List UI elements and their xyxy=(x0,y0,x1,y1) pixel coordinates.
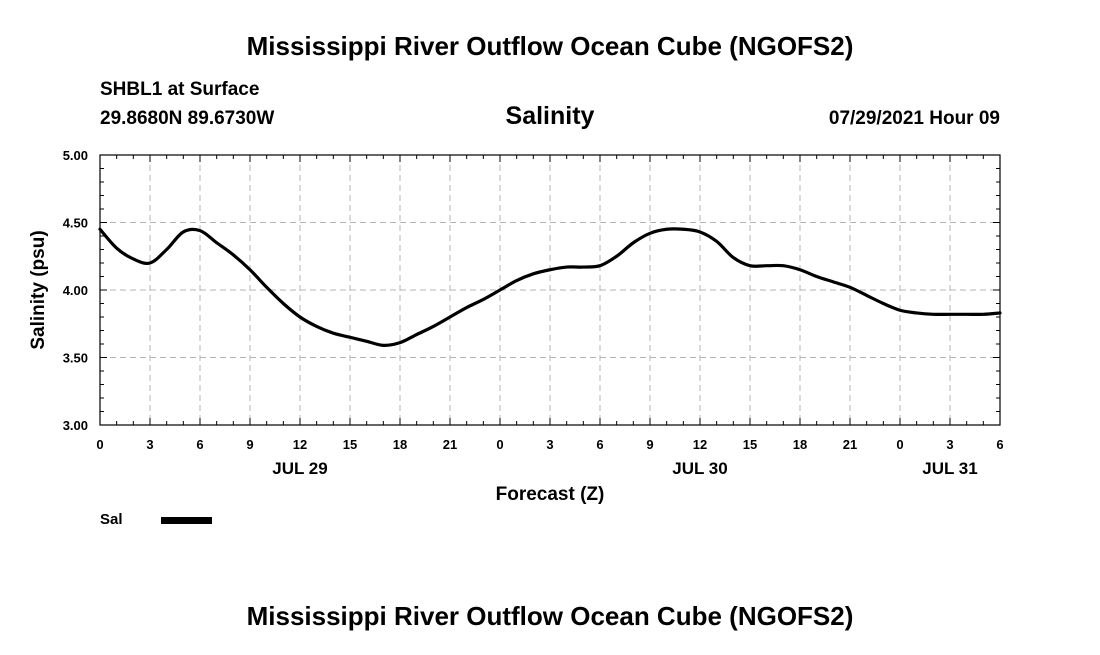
x-tick-label: 12 xyxy=(693,437,707,452)
x-tick-label: 0 xyxy=(96,437,103,452)
legend-label-sal: Sal xyxy=(100,511,123,528)
x-tick-label: 18 xyxy=(793,437,807,452)
legend: Sal xyxy=(100,511,212,528)
x-tick-label: 3 xyxy=(946,437,953,452)
y-axis-label: Salinity (psu) xyxy=(28,230,49,349)
x-tick-label: 9 xyxy=(646,437,653,452)
series-layer xyxy=(98,227,1002,347)
grid-lines xyxy=(100,155,1000,425)
x-tick-label: 6 xyxy=(996,437,1003,452)
x-axis-label: Forecast (Z) xyxy=(496,484,605,505)
tick-labels: 0 3 6 9 12 15 18 21 0 3 6 9 12 15 18 21 0 3 6 3.00 3.50 4.00 4… xyxy=(63,148,1004,478)
y-tick-label: 4.00 xyxy=(63,283,88,298)
x-tick-label: 6 xyxy=(196,437,203,452)
tick-marks xyxy=(99,154,1001,426)
y-tick-label: 5.00 xyxy=(63,148,88,163)
x-tick-label: 3 xyxy=(546,437,553,452)
x-tick-label: 21 xyxy=(443,437,457,452)
variable-title: Salinity xyxy=(506,102,595,130)
x-tick-label: 0 xyxy=(496,437,503,452)
date-axis-label: JUL 29 xyxy=(272,459,327,478)
x-tick-label: 21 xyxy=(843,437,857,452)
date-label: 07/29/2021 Hour 09 xyxy=(829,108,1000,129)
x-tick-label: 3 xyxy=(146,437,153,452)
x-tick-label: 9 xyxy=(246,437,253,452)
x-tick-label: 15 xyxy=(743,437,757,452)
date-axis-label: JUL 31 xyxy=(922,459,977,478)
station-label: SHBL1 at Surface xyxy=(100,79,259,100)
x-tick-label: 15 xyxy=(343,437,357,452)
y-tick-label: 4.50 xyxy=(63,216,88,231)
chart-title-top: Mississippi River Outflow Ocean Cube (NG… xyxy=(247,31,854,61)
y-tick-label: 3.50 xyxy=(63,351,88,366)
date-axis-label: JUL 30 xyxy=(672,459,727,478)
legend-swatch-sal xyxy=(161,517,212,524)
chart-title-bottom: Mississippi River Outflow Ocean Cube (NG… xyxy=(247,601,854,631)
x-tick-label: 6 xyxy=(596,437,603,452)
x-tick-label: 0 xyxy=(896,437,903,452)
x-tick-label: 18 xyxy=(393,437,407,452)
x-tick-label: 12 xyxy=(293,437,307,452)
y-tick-label: 3.00 xyxy=(63,418,88,433)
series-line-sal xyxy=(98,227,1002,347)
location-label: 29.8680N 89.6730W xyxy=(100,108,274,129)
